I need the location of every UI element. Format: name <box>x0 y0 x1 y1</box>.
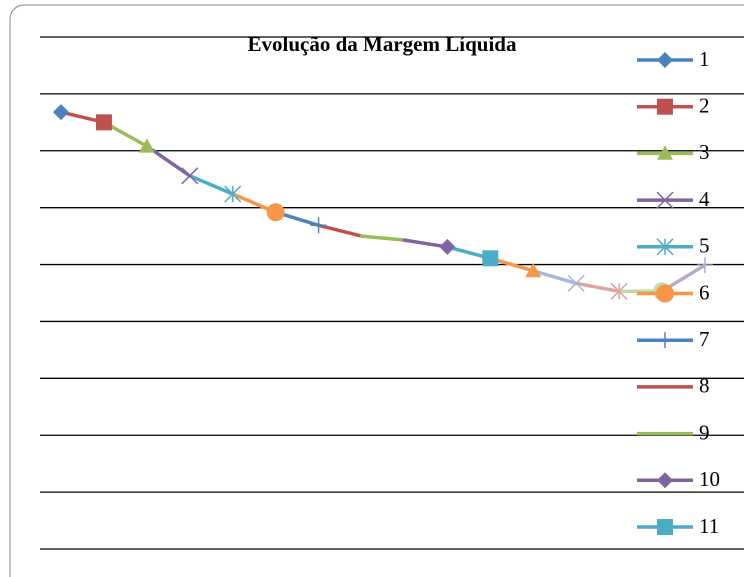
square <box>482 250 499 267</box>
marker <box>310 217 327 234</box>
plus <box>657 332 673 349</box>
marker <box>439 238 456 255</box>
marker <box>567 274 585 292</box>
marker <box>657 472 673 489</box>
marker <box>657 145 673 160</box>
plus <box>310 217 327 234</box>
triangle <box>657 145 673 160</box>
marker <box>224 185 242 203</box>
line-segment <box>316 223 364 238</box>
marker <box>181 167 199 185</box>
marker <box>696 257 713 274</box>
line-segment <box>188 174 235 196</box>
plus <box>696 257 713 274</box>
x <box>181 167 199 185</box>
star <box>224 185 242 203</box>
marker <box>656 284 674 303</box>
star <box>656 238 674 256</box>
circle <box>656 284 674 303</box>
legend-label: 8 <box>699 374 710 398</box>
marker <box>657 52 673 68</box>
diamond <box>657 52 673 68</box>
legend-label: 7 <box>699 327 710 351</box>
marker <box>53 104 69 121</box>
triangle <box>138 138 155 153</box>
line-segment <box>574 281 621 294</box>
triangle <box>525 262 542 278</box>
square <box>657 519 673 535</box>
line-segment <box>531 269 578 286</box>
diamond <box>439 238 456 255</box>
circle <box>266 203 285 222</box>
x <box>656 191 674 209</box>
legend-label: 2 <box>699 94 710 118</box>
square <box>657 98 673 115</box>
marker <box>657 98 673 115</box>
diamond <box>657 472 673 489</box>
legend-label: 5 <box>699 234 710 258</box>
legend-label: 1 <box>699 47 710 71</box>
chart-title: Evolução da Margem Líquida <box>248 32 517 56</box>
legend-label: 3 <box>699 140 710 164</box>
marker <box>656 191 674 209</box>
marker <box>656 238 674 256</box>
marker <box>138 138 155 153</box>
legend-label: 11 <box>699 514 719 538</box>
legend-label: 9 <box>699 420 710 444</box>
chart-border <box>9 4 744 577</box>
diamond <box>53 104 69 121</box>
legend-label: 10 <box>699 467 720 491</box>
square <box>95 114 112 131</box>
marker <box>95 114 112 131</box>
line-segment <box>402 238 450 249</box>
marker <box>657 332 673 349</box>
marker <box>266 203 285 222</box>
marker <box>610 282 628 300</box>
marker <box>525 262 542 278</box>
marker <box>482 250 499 267</box>
x <box>567 274 585 292</box>
legend-label: 6 <box>699 280 710 304</box>
line-segment <box>359 234 407 242</box>
star <box>610 282 628 300</box>
legend-label: 4 <box>699 187 710 211</box>
marker <box>657 519 673 535</box>
